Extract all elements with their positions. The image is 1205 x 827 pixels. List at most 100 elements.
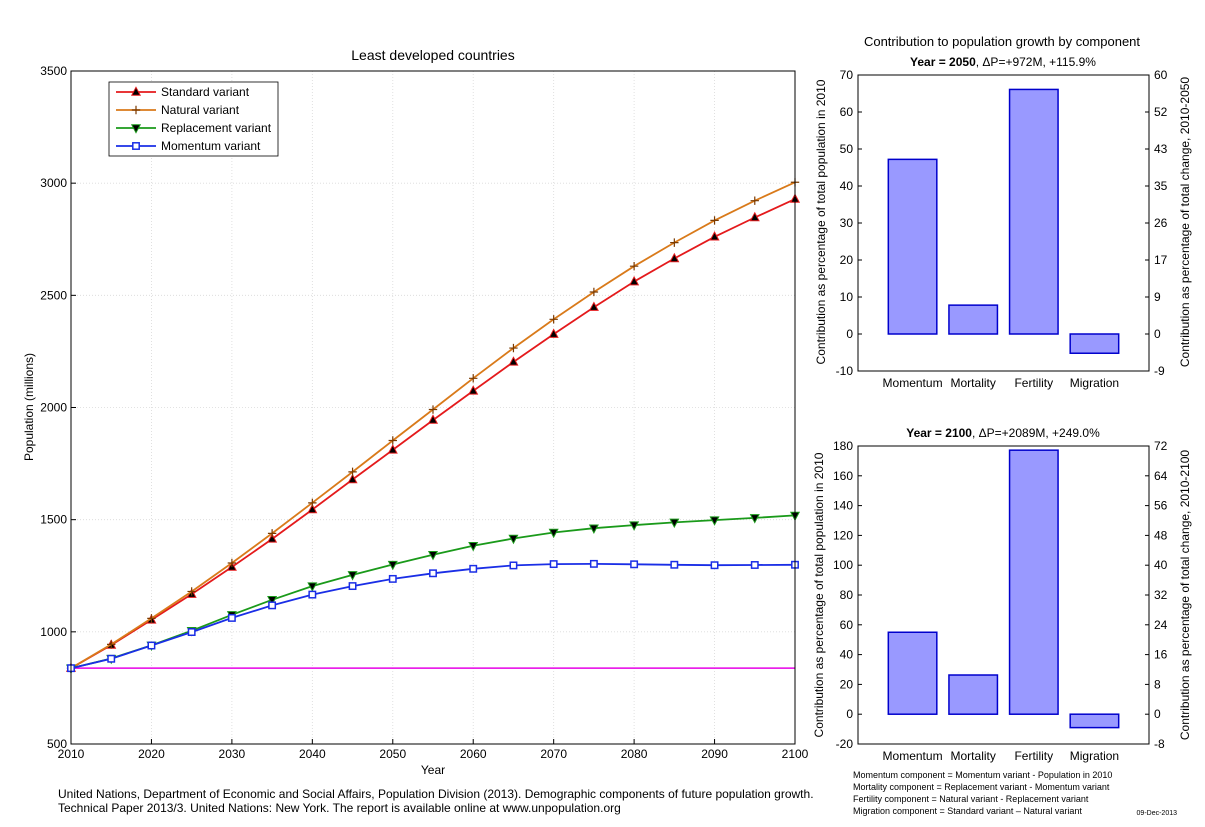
x-tick-label: Migration (1070, 376, 1119, 390)
bars (887, 88, 1120, 354)
data-point (549, 560, 558, 569)
y-tick-label-right: 52 (1154, 105, 1168, 119)
ticks: Momentum Mortality Fertility Migration -20 -8… (833, 439, 1168, 763)
y-axis-label: Population (millions) (22, 353, 36, 461)
ticks: Momentum Mortality Fertility Migration -10 -9… (836, 68, 1168, 390)
y-tick-label-right: -8 (1154, 737, 1165, 751)
y-tick-label-left: 180 (833, 439, 853, 453)
data-point (588, 524, 599, 534)
data-point (589, 559, 598, 568)
y-tick-label: 2000 (40, 401, 67, 415)
component-note: Migration component = Standard variant –… (853, 806, 1082, 816)
data-point (749, 514, 760, 524)
data-point (387, 560, 398, 571)
component-note: Mortality component = Replacement varian… (853, 782, 1110, 792)
data-point (388, 436, 397, 445)
data-point (710, 561, 719, 570)
y-tick-label-right: 40 (1154, 558, 1168, 572)
bar-fertility (1008, 88, 1059, 335)
data-point (629, 275, 640, 286)
y-ticks: 500 1000 1500 2000 2500 3000 3500 (40, 64, 76, 751)
data-point (107, 640, 116, 649)
y-tick-label-left: 80 (840, 588, 854, 602)
series-line (70, 181, 796, 669)
component-note: Fertility component = Natural variant - … (853, 794, 1089, 804)
x-tick-label: 2020 (138, 747, 165, 761)
data-point (588, 301, 599, 311)
data-point (509, 561, 518, 570)
y-tick-label-right: -9 (1154, 364, 1165, 378)
date-stamp: 09-Dec-2013 (1137, 810, 1178, 817)
data-point (308, 498, 317, 508)
y-tick-label-right: 26 (1154, 216, 1168, 230)
legend-item: Replacement variant (116, 121, 272, 135)
y-tick-label-right: 0 (1154, 327, 1161, 341)
x-tick-label: 2040 (299, 747, 326, 761)
data-point (147, 641, 156, 650)
bar-chart-title: Year = 2100, ΔP=+2089M, +249.0% (906, 426, 1100, 440)
y-tick-label-right: 0 (1154, 707, 1161, 721)
bar-chart-2050: Year = 2050, ΔP=+972M, +115.9% Momentum M… (814, 55, 1192, 390)
legend-label: Natural variant (161, 103, 240, 117)
data-point (630, 560, 639, 569)
footer: United Nations, Department of Economic a… (58, 770, 1177, 817)
data-point (427, 550, 439, 561)
x-ticks: 2010 2020 2030 2040 2050 2060 2070 2080 2090 2100 (58, 739, 809, 761)
bar-migration (1069, 333, 1120, 354)
y-tick-label-right: 17 (1154, 253, 1168, 267)
x-tick-label: Momentum (883, 376, 943, 390)
legend-marker (130, 124, 142, 134)
data-point (750, 561, 759, 569)
data-point (629, 521, 640, 531)
data-point (509, 343, 518, 353)
y-tick-label-right: 35 (1154, 179, 1168, 193)
y-tick-label-left: 10 (840, 290, 854, 304)
data-point (468, 541, 479, 552)
bar-mortality (948, 674, 999, 715)
x-tick-label: Migration (1070, 749, 1119, 763)
chart-title: Least developed countries (351, 47, 514, 63)
y-tick-label-left: 70 (840, 68, 854, 82)
legend: Standard variant Natural variant Replaceme… (108, 81, 279, 157)
data-point (187, 587, 196, 596)
x-tick-label: 2100 (782, 747, 809, 761)
series-natural-variant (66, 178, 800, 673)
y-tick-label-left: 30 (840, 216, 854, 230)
y-tick-label-left: 0 (846, 327, 853, 341)
data-point (428, 405, 438, 414)
x-tick-label: 2030 (219, 747, 246, 761)
legend-label: Replacement variant (161, 121, 272, 135)
data-point (508, 356, 519, 366)
y-tick-label: 2500 (40, 288, 67, 302)
legend-label: Momentum variant (161, 139, 261, 153)
y-axis-label-left: Contribution as percentage of total popu… (814, 79, 828, 364)
y-tick-label-left: 120 (833, 528, 853, 542)
x-tick-label: Mortality (951, 749, 996, 763)
y-tick-label-left: 60 (840, 618, 854, 632)
data-point (589, 287, 599, 297)
data-point (267, 529, 277, 538)
legend-label: Standard variant (161, 85, 250, 99)
bar-momentum (887, 158, 938, 335)
y-tick-label: 3500 (40, 64, 67, 78)
bar-momentum (887, 631, 938, 715)
y-tick-label-right: 56 (1154, 499, 1168, 513)
x-tick-label: Fertility (1014, 376, 1053, 390)
bars (887, 449, 1120, 729)
data-point (629, 261, 639, 271)
x-tick-label: 2090 (701, 747, 728, 761)
data-point (347, 571, 358, 581)
x-tick-label: 2060 (460, 747, 487, 761)
bar-mortality (948, 304, 999, 335)
series-momentum-variant (67, 559, 799, 673)
y-tick-label-left: 20 (840, 677, 854, 691)
data-point (669, 518, 680, 529)
y-tick-label-left: 40 (840, 648, 854, 662)
y-tick-label-left: 60 (840, 105, 854, 119)
data-point (669, 252, 680, 263)
x-tick-label: 2050 (379, 747, 406, 761)
series-group (65, 178, 801, 674)
y-axis-label-left: Contribution as percentage of total popu… (812, 452, 826, 737)
series-line (70, 563, 796, 670)
